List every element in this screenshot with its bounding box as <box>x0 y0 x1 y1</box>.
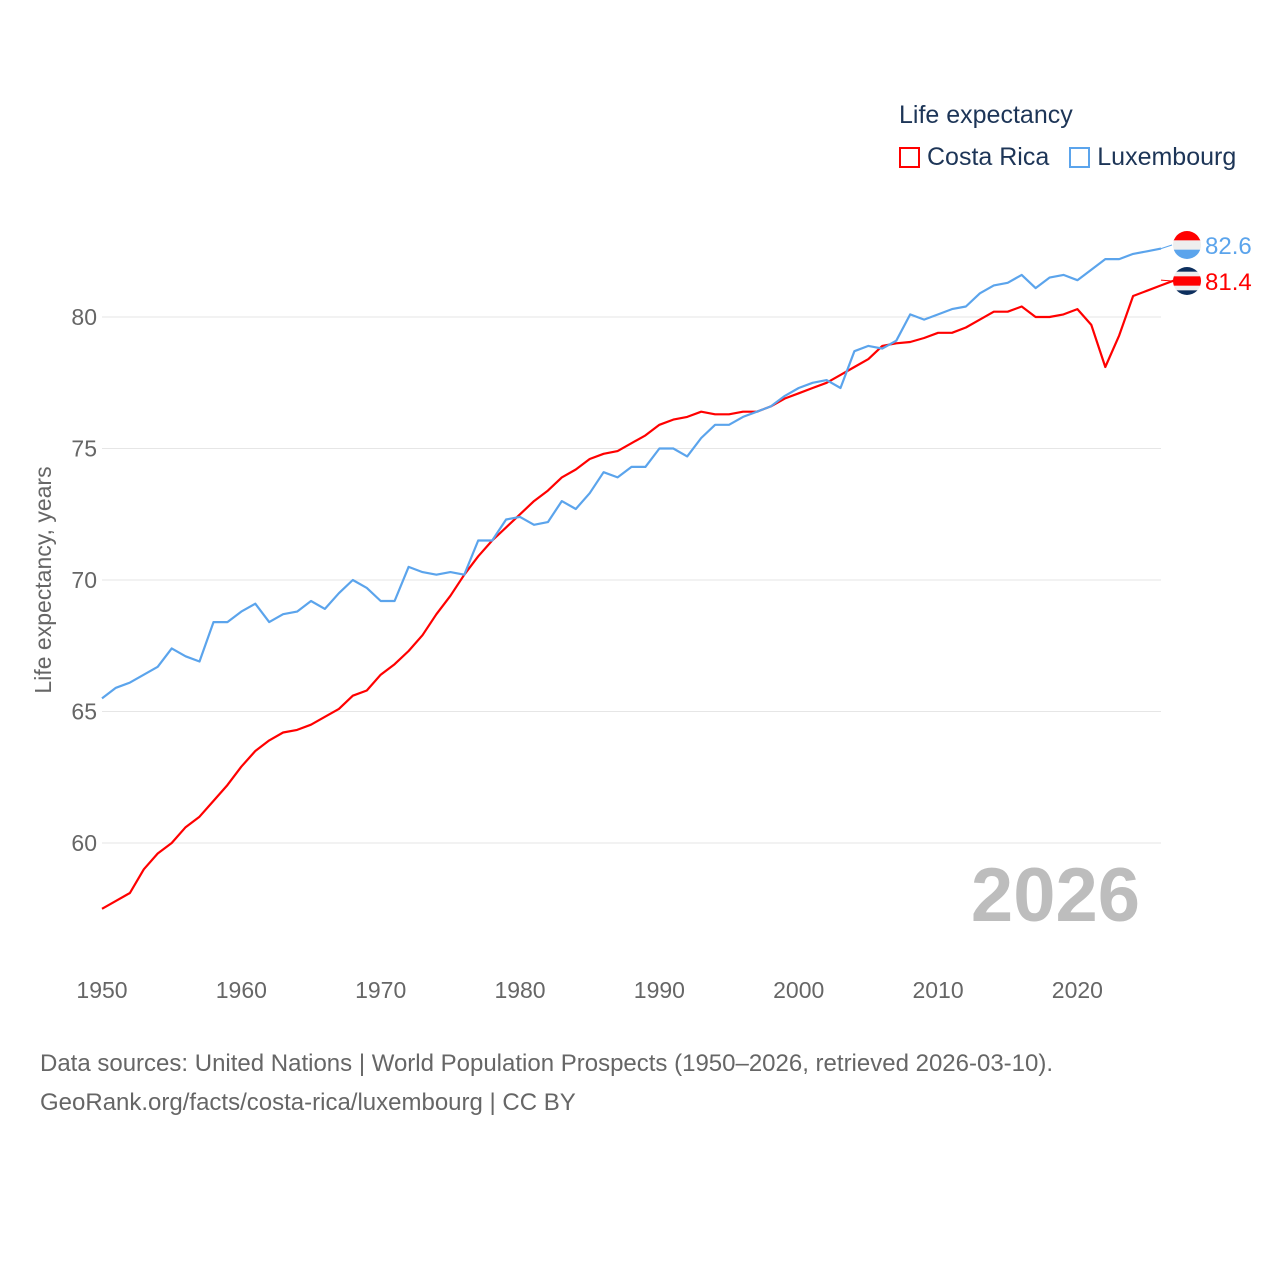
y-axis-label: Life expectancy, years <box>30 466 56 693</box>
luxembourg-flag-icon <box>1173 231 1201 259</box>
series-lines <box>101 247 1176 910</box>
legend: Costa Rica Luxembourg <box>899 143 1236 172</box>
flag-stripe <box>1173 231 1201 241</box>
legend-item-luxembourg[interactable]: Luxembourg <box>1069 143 1236 172</box>
x-tick-label: 1960 <box>216 977 267 1003</box>
flag-stripe <box>1173 285 1201 291</box>
y-tick-label: 60 <box>71 830 97 856</box>
source-note: Data sources: United Nations | World Pop… <box>40 1044 1053 1122</box>
x-tick-label: 1990 <box>634 977 685 1003</box>
flag-stripe <box>1173 267 1201 273</box>
legend-label: Costa Rica <box>927 143 1050 171</box>
flag-stripe <box>1173 290 1201 295</box>
legend-title: Life expectancy <box>899 101 1073 129</box>
x-tick-label: 2000 <box>773 977 824 1003</box>
flag-stripe <box>1173 271 1201 277</box>
legend-label: Luxembourg <box>1097 143 1237 171</box>
end-value-label: 81.4 <box>1205 269 1252 296</box>
legend-swatch <box>899 147 920 168</box>
end-value-label: 82.6 <box>1205 233 1252 260</box>
x-tick-label: 1980 <box>494 977 545 1003</box>
y-tick-label: 65 <box>71 699 97 725</box>
legend-swatch <box>1069 147 1091 168</box>
x-axis-ticks: 1950 1960 1970 1980 1990 2000 2010 2020 <box>76 977 1103 1003</box>
end-connector <box>1160 244 1173 250</box>
x-tick-label: 2010 <box>912 977 963 1003</box>
year-watermark: 2026 <box>971 853 1140 938</box>
flag-stripes <box>1173 267 1201 295</box>
legend-item-costa-rica[interactable]: Costa Rica <box>899 143 1049 172</box>
flag-stripe <box>1173 240 1201 251</box>
y-tick-label: 80 <box>71 304 97 330</box>
y-axis-ticks: 60 65 70 75 80 <box>71 304 97 856</box>
flag-stripes <box>1173 231 1201 259</box>
costa-rica-flag-icon <box>1173 267 1201 295</box>
grid <box>102 316 1161 844</box>
end-labels: 81.4 82.6 <box>1160 231 1252 296</box>
x-tick-label: 1950 <box>76 977 127 1003</box>
end-connector <box>1160 279 1173 282</box>
y-tick-label: 75 <box>71 436 97 462</box>
series-line-costa-rica <box>101 279 1176 910</box>
flag-stripe <box>1173 249 1201 259</box>
flag-stripe <box>1173 276 1201 287</box>
x-tick-label: 1970 <box>355 977 406 1003</box>
series-line-luxembourg <box>101 247 1162 700</box>
source-line: Data sources: United Nations | World Pop… <box>40 1050 1054 1077</box>
source-link[interactable]: GeoRank.org/facts/costa-rica/luxembourg … <box>40 1089 576 1116</box>
y-tick-label: 70 <box>71 567 97 593</box>
x-tick-label: 2020 <box>1052 977 1103 1003</box>
